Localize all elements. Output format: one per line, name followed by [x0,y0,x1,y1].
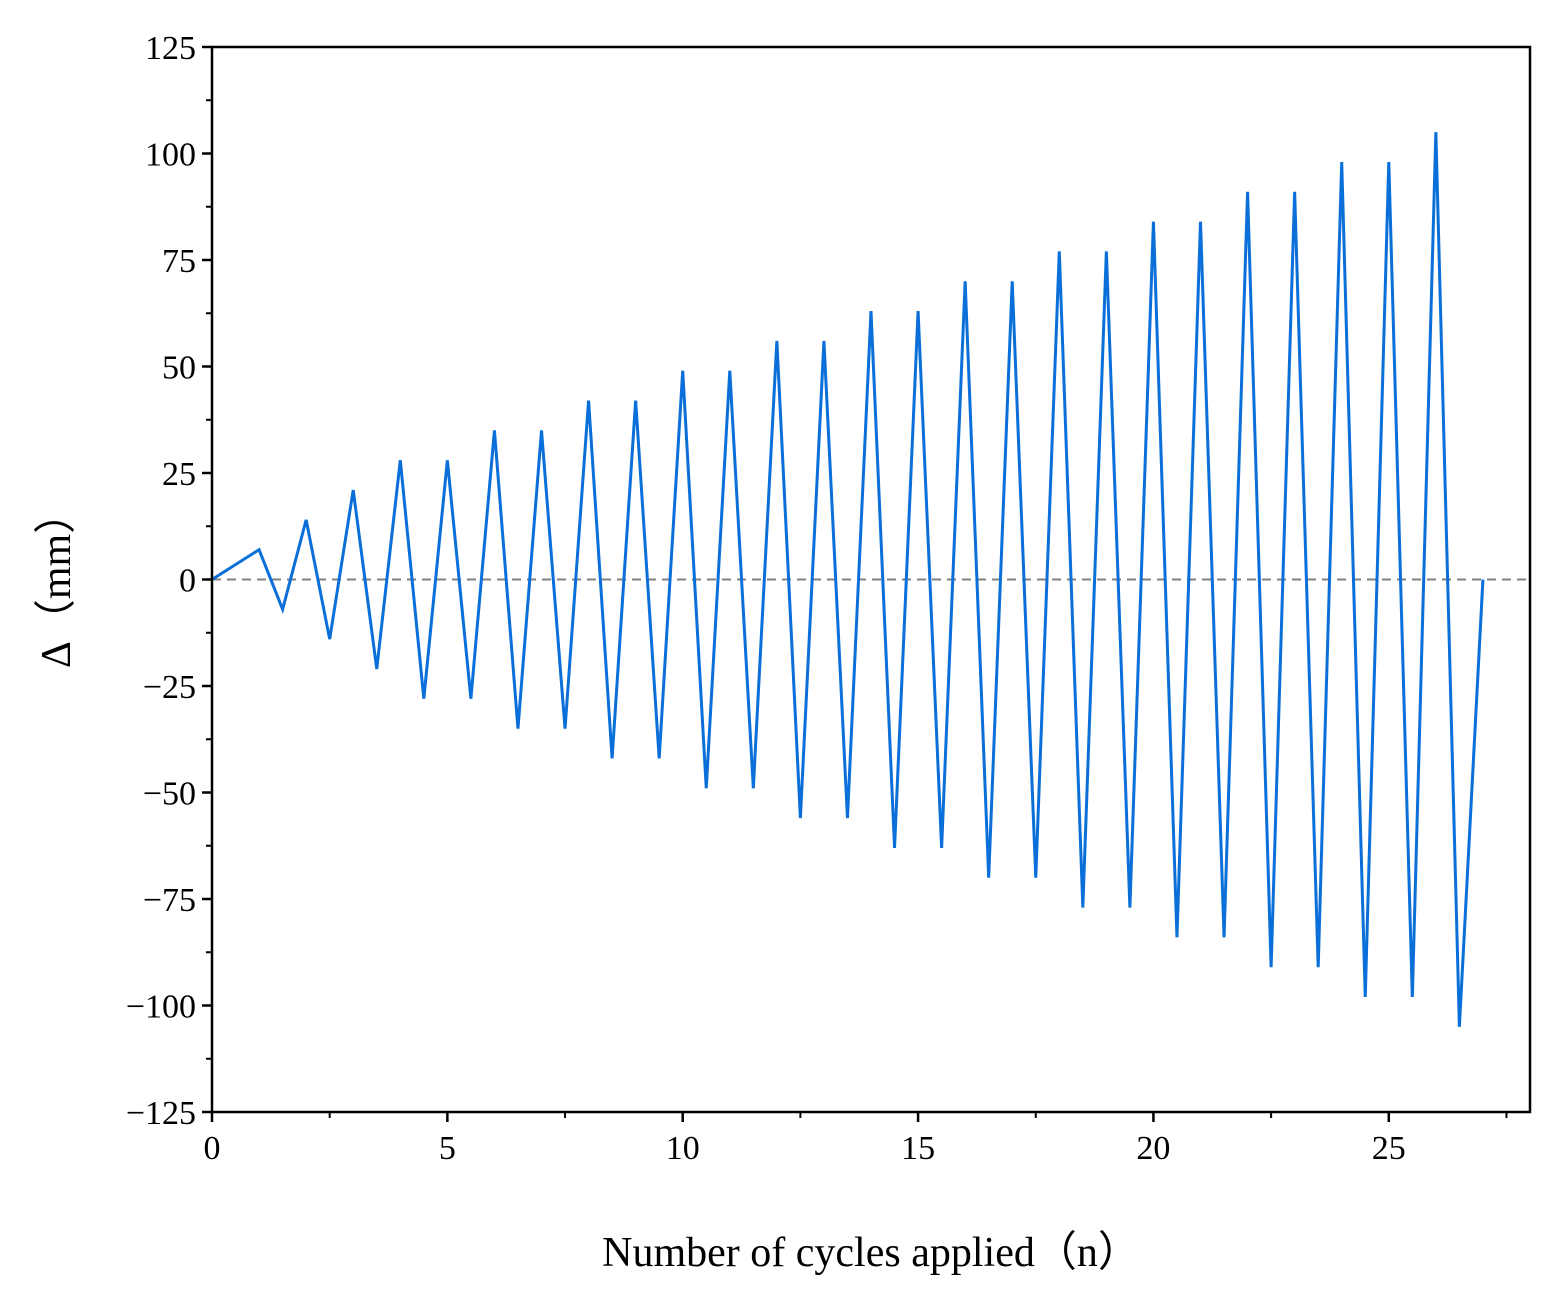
x-tick-label: 10 [666,1130,700,1167]
y-tick-label: −50 [143,776,196,813]
x-tick-label: 5 [439,1130,456,1167]
x-tick-label: 20 [1136,1130,1170,1167]
y-axis: 125 100 75 50 25 0 −25 −50 −75 −100 −125 [126,30,212,1132]
y-tick-label: 50 [162,350,196,387]
y-tick-label: 0 [179,563,196,600]
y-tick-label: −100 [126,989,196,1026]
y-axis-title: Δ（mm） [34,492,80,668]
y-tick-label: 75 [162,243,196,280]
x-axis-title: Number of cycles applied（n） [602,1230,1140,1276]
x-tick-label: 15 [901,1130,935,1167]
y-tick-label: −75 [143,882,196,919]
series-line-0 [211,132,1485,1027]
y-tick-label: 125 [145,30,196,67]
x-axis: 0 5 10 15 20 25 [204,1112,1508,1167]
x-tick-label: 0 [204,1130,221,1167]
y-tick-label: −125 [126,1095,196,1132]
series-layer [211,132,1485,1027]
y-tick-label: 100 [145,137,196,174]
y-tick-label: 25 [162,456,196,493]
y-tick-label: −25 [143,669,196,706]
x-tick-label: 25 [1372,1130,1406,1167]
